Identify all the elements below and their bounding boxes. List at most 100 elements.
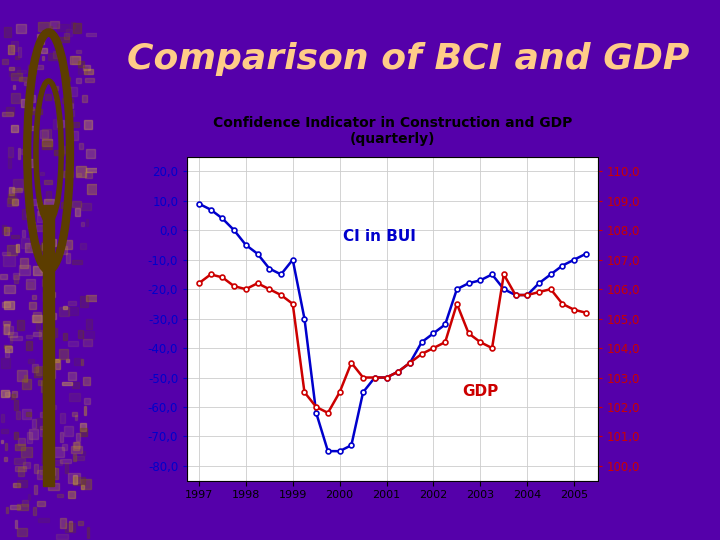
Bar: [9, 67, 14, 70]
Bar: [54, 447, 63, 456]
Bar: [59, 349, 68, 359]
Bar: [5, 349, 9, 356]
Bar: [17, 480, 27, 487]
Bar: [10, 334, 12, 343]
Bar: [17, 320, 24, 329]
Bar: [42, 139, 53, 146]
Bar: [29, 429, 38, 438]
Bar: [84, 398, 91, 404]
Bar: [14, 190, 20, 197]
Bar: [32, 312, 41, 321]
Bar: [6, 106, 14, 116]
Bar: [64, 240, 71, 249]
Bar: [15, 444, 25, 450]
Bar: [37, 205, 49, 215]
Bar: [38, 518, 49, 522]
Bar: [10, 336, 22, 340]
Bar: [37, 202, 42, 208]
Bar: [87, 184, 97, 194]
Bar: [32, 295, 36, 299]
Bar: [66, 253, 71, 262]
Bar: [27, 85, 29, 91]
Bar: [13, 273, 19, 279]
Bar: [27, 433, 32, 443]
Bar: [17, 370, 27, 381]
Bar: [22, 447, 32, 457]
Bar: [24, 375, 27, 382]
Bar: [1, 358, 10, 368]
Bar: [11, 93, 20, 103]
Bar: [5, 392, 10, 396]
Bar: [68, 87, 71, 96]
Bar: [24, 243, 35, 252]
Bar: [86, 149, 95, 158]
Bar: [37, 470, 46, 480]
Bar: [12, 391, 17, 397]
Bar: [13, 483, 20, 487]
Bar: [4, 324, 9, 334]
Bar: [78, 68, 87, 74]
Bar: [66, 130, 70, 137]
Bar: [1, 225, 6, 234]
Bar: [63, 32, 68, 39]
Bar: [69, 393, 80, 401]
Bar: [40, 426, 50, 429]
Bar: [32, 246, 37, 250]
Bar: [22, 99, 30, 107]
Bar: [14, 275, 17, 283]
Bar: [41, 49, 47, 52]
Bar: [41, 242, 50, 250]
Bar: [55, 151, 64, 155]
Bar: [22, 145, 30, 154]
Bar: [68, 87, 77, 96]
Bar: [87, 527, 89, 538]
Bar: [2, 112, 12, 116]
Bar: [4, 227, 9, 235]
Bar: [78, 60, 84, 68]
Bar: [75, 208, 80, 216]
Bar: [28, 495, 30, 500]
Bar: [60, 413, 65, 423]
Bar: [35, 367, 41, 377]
Bar: [42, 432, 50, 464]
Bar: [68, 307, 78, 315]
Bar: [42, 56, 44, 60]
Bar: [45, 404, 56, 409]
Bar: [9, 67, 19, 76]
Bar: [43, 229, 54, 232]
Bar: [72, 260, 82, 264]
Bar: [42, 130, 51, 139]
Bar: [86, 168, 97, 172]
Bar: [84, 69, 93, 74]
Bar: [19, 77, 27, 81]
Bar: [36, 323, 40, 330]
Bar: [32, 315, 42, 322]
Bar: [78, 143, 84, 149]
Bar: [80, 422, 86, 431]
Bar: [8, 190, 17, 198]
Bar: [40, 466, 43, 474]
Bar: [84, 120, 91, 129]
Bar: [4, 457, 7, 461]
Bar: [58, 307, 68, 316]
Bar: [80, 242, 86, 249]
Bar: [18, 438, 24, 445]
Bar: [71, 22, 76, 28]
Bar: [81, 204, 91, 210]
Bar: [53, 119, 58, 129]
Bar: [50, 26, 53, 30]
Bar: [32, 364, 37, 372]
Bar: [72, 413, 77, 416]
Bar: [35, 464, 38, 472]
Bar: [33, 332, 41, 336]
Bar: [58, 246, 68, 254]
Bar: [68, 341, 78, 346]
Bar: [15, 465, 26, 471]
Bar: [57, 37, 68, 43]
Bar: [18, 148, 20, 159]
Bar: [78, 330, 83, 338]
Bar: [42, 243, 53, 251]
Bar: [21, 150, 26, 154]
Bar: [66, 359, 68, 362]
Bar: [65, 523, 75, 532]
